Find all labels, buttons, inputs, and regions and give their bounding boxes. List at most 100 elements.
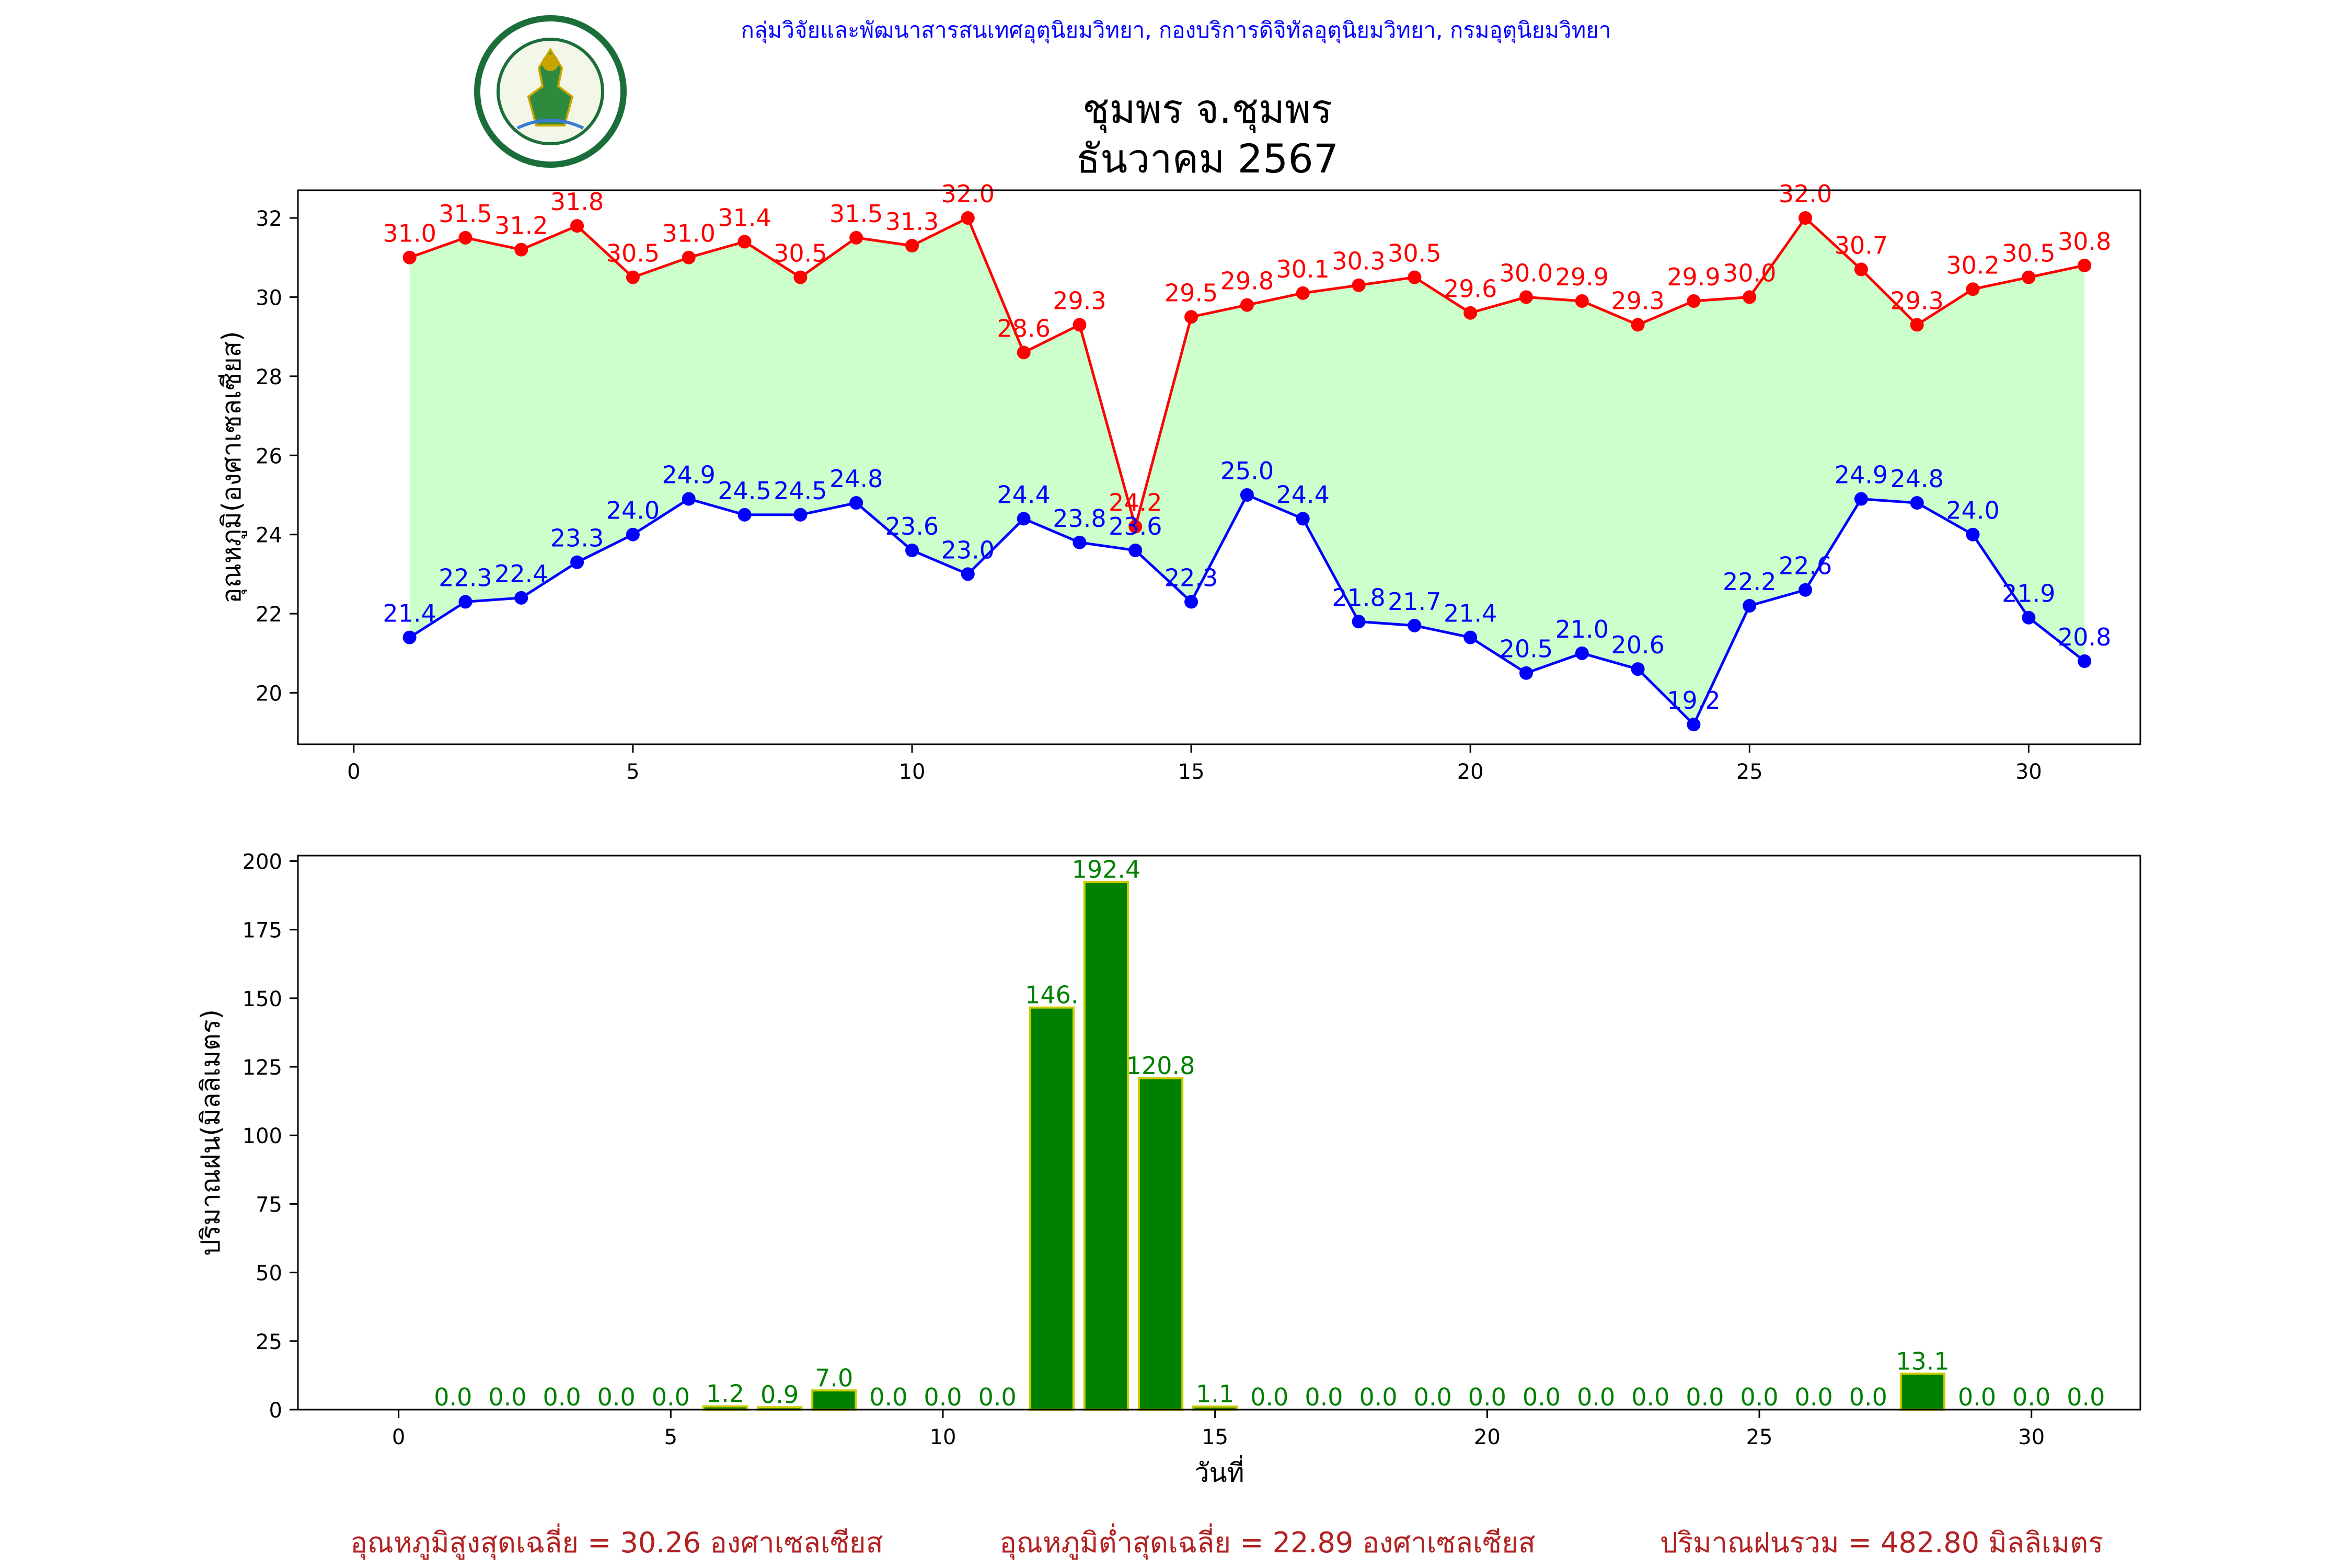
rain-bar-label: 0.0 bbox=[1740, 1383, 1778, 1411]
rain-bar-label: 0.0 bbox=[597, 1383, 636, 1411]
min-temperature-label: 24.9 bbox=[662, 461, 716, 489]
max-temperature-label: 30.5 bbox=[1388, 239, 1441, 268]
x-tick-label: 15 bbox=[1202, 1425, 1228, 1449]
min-temperature-point bbox=[626, 527, 640, 541]
min-temperature-point bbox=[1073, 535, 1087, 549]
y-tick-label: 175 bbox=[243, 919, 282, 943]
rain-bar-label: 0.0 bbox=[1359, 1383, 1398, 1411]
max-temperature-label: 29.6 bbox=[1444, 275, 1497, 303]
min-temperature-point bbox=[570, 555, 584, 569]
max-temperature-label: 31.5 bbox=[439, 200, 492, 228]
y-tick-label: 28 bbox=[256, 365, 282, 389]
max-temperature-label: 29.8 bbox=[1220, 267, 1274, 295]
max-temperature-point bbox=[1798, 211, 1813, 225]
max-temperature-point bbox=[1631, 318, 1645, 332]
rain-bar-label: 0.0 bbox=[1958, 1383, 1996, 1411]
max-temperature-point bbox=[514, 243, 528, 257]
min-temperature-label: 20.6 bbox=[1611, 631, 1664, 659]
temperature-range-fill bbox=[409, 218, 2085, 725]
max-temperature-point bbox=[1519, 290, 1533, 304]
max-temperature-label: 30.5 bbox=[2002, 239, 2055, 268]
max-temperature-point bbox=[1910, 318, 1924, 332]
rain-bar-label: 0.0 bbox=[978, 1383, 1017, 1411]
max-temperature-point bbox=[1743, 290, 1757, 304]
max-temperature-label: 29.5 bbox=[1165, 279, 1218, 307]
rain-bar-label: 0.0 bbox=[434, 1383, 472, 1411]
min-temperature-point bbox=[458, 595, 472, 609]
max-temperature-point bbox=[1854, 262, 1868, 276]
min-temperature-point bbox=[402, 630, 417, 644]
max-temperature-label: 30.7 bbox=[1835, 231, 1888, 259]
max-temperature-label: 30.2 bbox=[1946, 251, 1999, 279]
min-temperature-point bbox=[1575, 646, 1589, 660]
max-temperature-point bbox=[849, 230, 863, 245]
max-temperature-label: 28.6 bbox=[997, 314, 1050, 342]
meteorological-department-logo bbox=[474, 15, 627, 168]
deity-figure-icon bbox=[527, 48, 574, 126]
x-tick-label: 25 bbox=[1736, 760, 1763, 784]
max-temperature-point bbox=[458, 230, 472, 245]
min-temperature-point bbox=[849, 496, 863, 510]
max-temperature-label: 30.5 bbox=[774, 239, 827, 268]
max-temperature-label: 30.5 bbox=[606, 239, 660, 268]
x-tick-label: 10 bbox=[930, 1425, 956, 1449]
min-temperature-label: 22.3 bbox=[1165, 563, 1218, 592]
max-temperature-point bbox=[1184, 310, 1198, 324]
min-temperature-point bbox=[1910, 496, 1924, 510]
min-temperature-label: 24.0 bbox=[1946, 497, 1999, 525]
x-tick-label: 30 bbox=[2018, 1425, 2045, 1449]
min-temperature-point bbox=[793, 508, 808, 522]
max-temperature-label: 30.8 bbox=[2058, 227, 2111, 256]
min-temperature-point bbox=[1352, 615, 1366, 629]
y-tick-label: 22 bbox=[256, 603, 282, 627]
rain-bar-label: 0.0 bbox=[1849, 1383, 1887, 1411]
min-temperature-label: 24.5 bbox=[718, 477, 771, 505]
min-temperature-point bbox=[1854, 492, 1868, 506]
x-tick-label: 20 bbox=[1474, 1425, 1501, 1449]
y-tick-label: 75 bbox=[256, 1193, 282, 1217]
total-rainfall: ปริมาณฝนรวม = 482.80 มิลลิเมตร bbox=[1660, 1526, 2103, 1559]
max-temperature-label: 31.8 bbox=[550, 188, 604, 216]
rainfall-x-axis-label: วันที่ bbox=[1194, 1455, 1244, 1488]
max-temperature-point bbox=[961, 211, 975, 225]
x-tick-label: 20 bbox=[1457, 760, 1484, 784]
x-tick-label: 30 bbox=[2015, 760, 2042, 784]
rain-bar-label: 0.0 bbox=[1250, 1383, 1288, 1411]
rainfall-plot-frame bbox=[297, 855, 2141, 1411]
rain-bar-label: 0.0 bbox=[924, 1383, 962, 1411]
max-temperature-label: 29.3 bbox=[1053, 286, 1106, 315]
max-temperature-label: 31.3 bbox=[885, 207, 939, 236]
x-tick-label: 15 bbox=[1178, 760, 1205, 784]
min-temperature-point bbox=[1296, 512, 1310, 526]
min-temperature-label: 23.3 bbox=[550, 524, 604, 552]
average-min-temp: อุณหภูมิต่ำสุดเฉลี่ย = 22.89 องศาเซลเซีย… bbox=[999, 1523, 1535, 1560]
max-temperature-label: 29.3 bbox=[1890, 286, 1944, 315]
min-temperature-point bbox=[682, 492, 696, 506]
max-temperature-label: 32.0 bbox=[941, 180, 995, 208]
max-temperature-point bbox=[1575, 294, 1589, 308]
y-tick-label: 30 bbox=[256, 286, 282, 310]
min-temperature-label: 21.4 bbox=[383, 599, 436, 628]
y-tick-label: 50 bbox=[256, 1262, 282, 1286]
rain-bar-label: 0.0 bbox=[1795, 1383, 1833, 1411]
min-temperature-label: 24.4 bbox=[1276, 480, 1330, 509]
min-temperature-label: 21.0 bbox=[1555, 615, 1609, 643]
min-temperature-point bbox=[1017, 512, 1031, 526]
temperature-range-area bbox=[409, 218, 2085, 725]
max-temperature-point bbox=[1408, 270, 1422, 284]
min-temperature-point bbox=[1184, 595, 1198, 609]
max-temperature-label: 30.3 bbox=[1332, 247, 1385, 275]
min-temperature-point bbox=[514, 591, 528, 605]
max-temperature-point bbox=[1128, 520, 1143, 534]
max-temperature-point bbox=[402, 250, 417, 264]
x-tick-label: 5 bbox=[664, 1425, 677, 1449]
max-temperature-point bbox=[1463, 306, 1478, 320]
min-temperature-point bbox=[1798, 583, 1813, 597]
y-tick-label: 125 bbox=[243, 1056, 282, 1080]
min-temperature-label: 24.0 bbox=[606, 497, 660, 525]
rain-bar-label: 0.0 bbox=[1577, 1383, 1615, 1411]
min-temperature-label: 20.5 bbox=[1500, 635, 1553, 663]
min-temperature-point bbox=[1240, 488, 1254, 502]
min-temperature-label: 24.8 bbox=[829, 465, 883, 493]
rain-bar-label: 0.0 bbox=[1468, 1383, 1506, 1411]
